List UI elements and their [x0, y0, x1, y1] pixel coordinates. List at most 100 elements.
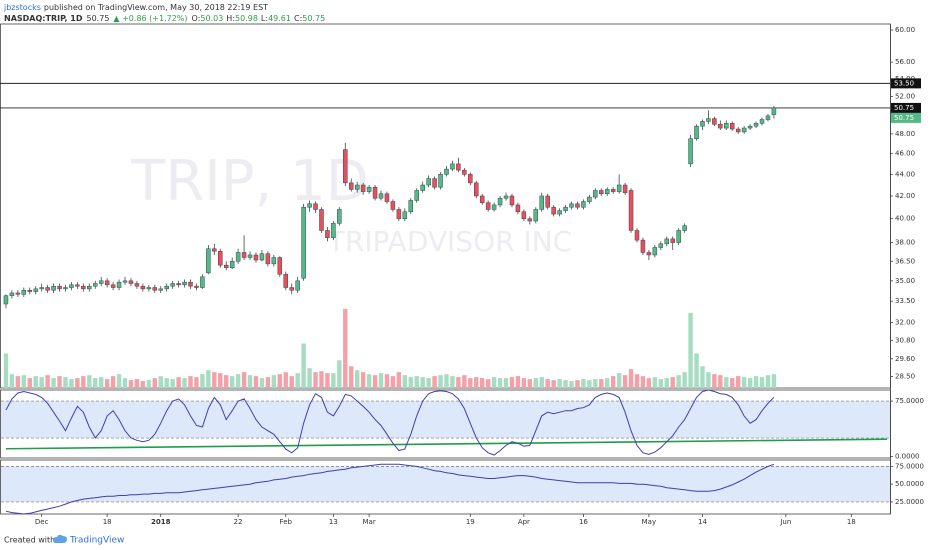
candle-body [366, 186, 372, 192]
candle-body [616, 184, 622, 192]
candle-body [39, 287, 44, 290]
volume-bar [325, 373, 330, 388]
volume-bar [438, 375, 443, 388]
volume-bar [378, 373, 384, 388]
candle-body [247, 254, 253, 258]
volume-bar [521, 378, 527, 388]
volume-bar [545, 379, 550, 388]
x-tick-label: 18 [847, 518, 856, 526]
level-label: 50.75 [894, 104, 914, 112]
y-tick-label: 42.00 [895, 192, 915, 200]
oscillator-line [5, 389, 775, 456]
author[interactable]: jbzstocks [3, 3, 41, 12]
candle-body [325, 230, 330, 238]
candle-body [622, 184, 628, 193]
y-tick-label: 0.0000 [895, 453, 920, 461]
candle-body [747, 125, 753, 129]
volume-bar [735, 376, 741, 388]
volume-bar [730, 378, 735, 388]
candle-body [9, 292, 15, 296]
volume-bar [354, 370, 360, 388]
band-fill [1, 401, 890, 439]
volume-bar [527, 379, 533, 388]
level-box [891, 78, 921, 89]
footer-brand[interactable]: TradingView [69, 536, 124, 546]
candle-body [432, 178, 437, 188]
last-price: 50.75 [87, 14, 110, 23]
volume-bar [444, 374, 449, 388]
candle-body [390, 201, 396, 210]
footer-created: Created with [4, 536, 55, 545]
volume-bar [462, 375, 467, 388]
low-value: 49.61 [268, 14, 291, 23]
candle-body [724, 123, 729, 129]
volume-bar [128, 380, 134, 388]
candle-body [122, 280, 128, 283]
y-tick-label: 52.00 [895, 93, 915, 101]
candle-body [658, 243, 664, 248]
candle-body [474, 182, 479, 197]
level-box [891, 102, 921, 113]
volume-bar [283, 372, 288, 388]
volume-bar [170, 379, 175, 388]
volume-bar [99, 377, 104, 388]
volume-bar [771, 374, 777, 388]
volume-bar [69, 379, 74, 388]
y-tick-label: 32.00 [895, 319, 915, 327]
x-tick-label: Jun [779, 518, 791, 526]
volume-bar [337, 360, 342, 388]
candle-body [21, 289, 27, 295]
candle-body [587, 196, 592, 202]
volume-bar [93, 378, 98, 388]
volume-bar [229, 376, 235, 388]
watermark-symbol: TRIP, 1D [130, 149, 369, 214]
candle-body [265, 253, 271, 265]
candle-body [176, 283, 181, 286]
volume-bar [682, 372, 687, 388]
x-tick-label: 13 [329, 518, 338, 526]
volume-bar [741, 377, 747, 388]
candle-body [206, 248, 211, 274]
candle-body [539, 195, 544, 210]
candle-body [241, 252, 247, 258]
candle-body [497, 197, 503, 206]
candle-body [337, 209, 342, 224]
x-tick-label: 22 [234, 518, 243, 526]
volume-bar [456, 377, 461, 388]
candle-body [670, 238, 675, 243]
candle-body [295, 280, 300, 291]
candle-body [438, 174, 443, 188]
volume-bar [182, 378, 187, 388]
candle-body [354, 184, 360, 190]
candle-body [170, 283, 175, 287]
candle-body [194, 285, 199, 288]
volume-bar [605, 378, 610, 388]
x-tick-label: Dec [35, 518, 49, 526]
candle-body [75, 284, 80, 287]
candle-body [152, 287, 158, 291]
candle-body [331, 223, 336, 238]
candle-body [646, 252, 652, 256]
volume-bar [349, 366, 354, 388]
candle-body [491, 204, 497, 210]
y-tick-label: 29.60 [895, 355, 915, 363]
volume-bar [301, 343, 306, 388]
volume-bar [63, 377, 68, 388]
volume-bar [426, 378, 431, 388]
candle-body [468, 174, 473, 184]
volume-bar [366, 374, 372, 388]
volume-bar [414, 376, 419, 388]
volume-bar [610, 376, 616, 388]
x-tick-label: 19 [466, 518, 475, 526]
volume-bar [45, 375, 50, 388]
x-tick-label: Mar [362, 518, 375, 526]
candle-body [682, 225, 687, 231]
volume-bar [408, 377, 413, 388]
volume-bar [188, 376, 193, 388]
candle-body [283, 273, 289, 288]
candle-body [456, 163, 461, 171]
volume-bar [569, 381, 574, 388]
volume-bar [450, 376, 455, 388]
volume-bar [289, 376, 294, 388]
y-tick-label: 75.0000 [895, 397, 924, 405]
